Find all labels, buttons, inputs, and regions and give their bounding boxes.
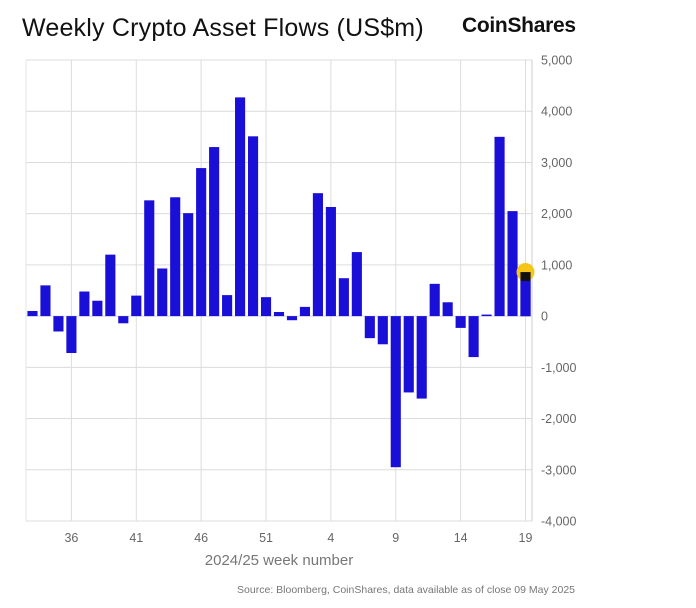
bar [286,316,298,321]
y-tick-label: -4,000 [541,515,576,529]
y-tick-label: -2,000 [541,412,576,426]
y-tick-label: -1,000 [541,361,576,375]
bar [27,310,38,317]
bar [247,136,259,317]
bar [183,213,194,317]
x-tick-label: 51 [259,531,273,545]
x-axis-label: 2024/25 week number [205,552,353,569]
x-tick-label: 36 [64,531,78,545]
bar [79,291,90,317]
x-tick-label: 9 [392,531,399,545]
y-tick-label: 0 [541,310,548,324]
y-tick-label: 3,000 [541,156,572,170]
bar [481,314,492,317]
bar [351,252,362,317]
bar [92,300,103,317]
bar [325,207,336,317]
brand-logo: CoinShares [462,14,576,37]
y-tick-label: 4,000 [541,105,572,119]
bar [222,295,233,317]
bar [455,316,466,328]
y-tick-label: 2,000 [541,207,572,221]
bar [494,136,505,317]
bar [403,316,414,393]
chart-title: Weekly Crypto Asset Flows (US$m) [22,14,424,42]
bar [144,200,155,317]
y-tick-label: -3,000 [541,463,576,477]
x-tick-label: 46 [194,531,208,545]
bar [273,312,285,317]
bar [235,97,246,317]
bar [40,285,51,317]
bar [260,297,272,317]
bar [338,278,349,317]
bar [170,197,181,317]
bar [312,193,323,317]
x-tick-label: 19 [519,531,533,545]
bar [507,211,518,317]
bar [442,302,453,317]
bar [416,316,427,399]
bar [299,306,311,317]
bar [364,316,375,339]
bar [66,316,77,353]
x-tick-label: 14 [454,531,468,545]
bar [131,295,142,317]
bar [390,316,401,468]
y-tick-label: 5,000 [541,54,572,68]
source-note: Source: Bloomberg, CoinShares, data avai… [237,584,575,596]
x-tick-label: 41 [129,531,143,545]
bar [105,254,116,317]
y-tick-label: 1,000 [541,258,572,272]
bar [429,283,440,317]
bar [53,316,64,332]
bar [118,316,129,324]
bar [468,316,479,358]
bar [377,316,388,345]
bar [209,147,220,317]
x-tick-label: 4 [327,531,334,545]
bar [196,168,207,317]
bar [157,268,168,317]
highlight-bar-base [520,281,531,317]
